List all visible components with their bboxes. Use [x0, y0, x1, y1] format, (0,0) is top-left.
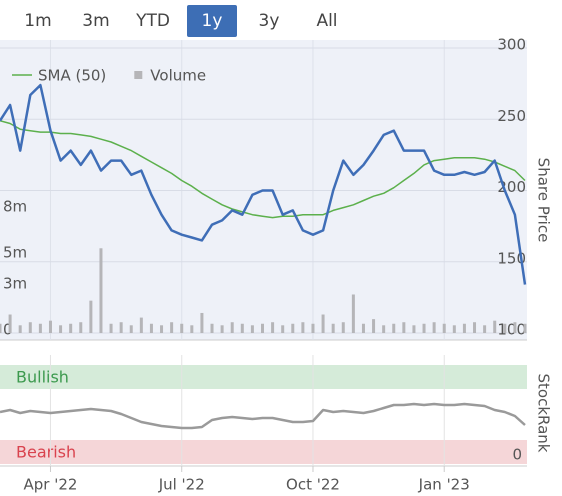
volume-bar — [331, 323, 335, 333]
rank-band — [0, 365, 527, 389]
volume-bar — [200, 312, 204, 333]
volume-bar — [452, 325, 456, 333]
volume-bar — [291, 323, 295, 333]
rank-band — [0, 440, 527, 464]
volume-bar — [59, 325, 63, 333]
sma-line — [0, 119, 526, 219]
x-tick-label: Apr '22 — [24, 476, 78, 494]
volume-bar — [442, 323, 446, 333]
volume-bar — [341, 322, 345, 333]
volume-bar — [473, 322, 477, 333]
volume-bar — [89, 300, 93, 333]
rank-tick-label: 0 — [512, 446, 522, 464]
range-button[interactable]: 1m — [24, 11, 51, 31]
y2-tick-label: 3m — [3, 274, 27, 292]
volume-bar — [230, 322, 234, 333]
legend-swatch — [134, 71, 143, 79]
volume-bar — [432, 322, 436, 333]
volume-bar — [220, 325, 224, 333]
volume-bar — [351, 294, 355, 333]
volume-bar — [210, 323, 214, 333]
volume-bar — [483, 325, 487, 333]
range-button[interactable]: All — [316, 11, 337, 31]
stockrank-line — [0, 402, 526, 430]
y2-tick-label: 8m — [3, 197, 27, 215]
volume-bar — [180, 323, 184, 333]
volume-bar — [462, 323, 466, 333]
volume-bar — [250, 325, 254, 333]
volume-bar — [149, 323, 153, 333]
volume-bar — [18, 325, 22, 333]
y-tick-label: 250 — [497, 107, 526, 125]
volume-bar — [8, 314, 12, 333]
x-tick-label: Jul '22 — [158, 476, 205, 494]
volume-bar — [493, 320, 497, 333]
range-button[interactable]: 3m — [82, 11, 109, 31]
range-button[interactable]: 3y — [259, 11, 280, 31]
rank-axis-title: StockRank — [535, 374, 553, 453]
volume-bar — [48, 320, 52, 333]
volume-bar — [523, 323, 527, 333]
y2-tick-label: 0 — [3, 321, 13, 339]
x-tick-label: Jan '23 — [418, 476, 470, 494]
volume-bar — [412, 325, 416, 333]
price-line — [0, 83, 527, 285]
volume-bar — [271, 322, 275, 333]
y-tick-label: 150 — [497, 249, 526, 267]
volume-bar — [392, 323, 396, 333]
volume-bar — [99, 248, 103, 333]
volume-bar — [422, 323, 426, 333]
volume-bar — [301, 322, 305, 333]
y2-tick-label: 5m — [3, 243, 27, 261]
volume-bar — [311, 323, 315, 333]
volume-bar — [382, 325, 386, 333]
volume-bar — [109, 323, 113, 333]
volume-bar — [160, 325, 164, 333]
volume-bar — [321, 314, 325, 333]
volume-bar — [240, 323, 244, 333]
volume-bar — [372, 319, 376, 333]
volume-bar — [281, 325, 285, 333]
range-button-selected[interactable] — [187, 5, 237, 37]
volume-bar — [119, 322, 123, 333]
volume-bar — [402, 322, 406, 333]
volume-bar — [170, 322, 174, 333]
volume-bar — [69, 323, 73, 333]
legend-label: SMA (50) — [38, 67, 106, 85]
range-button[interactable]: YTD — [135, 11, 170, 31]
range-button[interactable]: 1y — [202, 11, 223, 31]
band-label: Bearish — [16, 443, 76, 462]
volume-bar — [513, 322, 517, 333]
volume-bar — [503, 323, 507, 333]
volume-bar — [361, 323, 365, 333]
volume-bar — [79, 322, 83, 333]
volume-bar — [129, 325, 133, 333]
volume-bar — [28, 322, 32, 333]
x-tick-label: Oct '22 — [286, 476, 340, 494]
legend-label: Volume — [150, 67, 206, 85]
volume-bar — [139, 317, 143, 333]
y-tick-label: 100 — [497, 321, 526, 339]
volume-bar — [0, 323, 2, 333]
volume-bar — [38, 323, 42, 333]
y-axis-title: Share Price — [535, 158, 553, 243]
band-label: Bullish — [16, 368, 69, 387]
volume-bar — [190, 325, 194, 333]
y-tick-label: 300 — [497, 36, 526, 54]
volume-bar — [261, 323, 264, 333]
